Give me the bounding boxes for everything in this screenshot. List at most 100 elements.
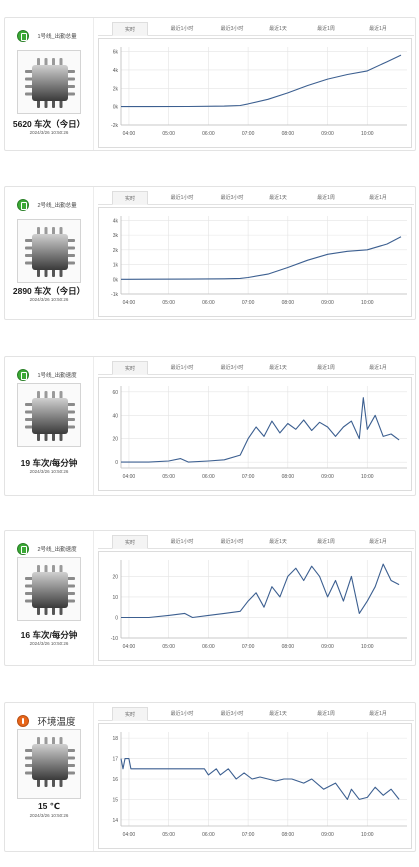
chip-body	[32, 65, 68, 101]
chip-icon	[25, 737, 75, 787]
tab-realtime[interactable]: 实时	[112, 191, 148, 205]
metric-summary: 1号线_出勤总量 5620 车次（今日） 2024/3/26 10:50:26	[5, 18, 93, 150]
chip-pin	[37, 737, 40, 746]
x-tick-label: 04:00	[123, 300, 136, 306]
chip-pin	[52, 606, 55, 615]
chip-body	[32, 234, 68, 270]
line-chart: -1k 0k 1k 2k 3k 4k 04:00 05:00 06:00 07:00 08:00 09…	[98, 207, 412, 317]
tab-range-3[interactable]: 最近1天	[269, 26, 287, 32]
tab-range-2[interactable]: 最近3小时	[220, 539, 244, 545]
x-tick-label: 04:00	[123, 832, 136, 838]
chip-pin	[66, 764, 75, 767]
metric-timestamp: 2024/3/26 10:50:26	[29, 813, 69, 818]
tab-realtime[interactable]: 实时	[112, 535, 148, 549]
metric-panel-2: 2号线_出勤总量 2890 车次（今日） 2024/3/26 10:50:26 …	[4, 186, 416, 320]
x-tick-label: 06:00	[202, 644, 215, 650]
tab-range-4[interactable]: 最近1周	[317, 195, 335, 201]
x-tick-label: 10:00	[361, 832, 374, 838]
chip-pin	[66, 592, 75, 595]
chip-pin	[37, 268, 40, 277]
tab-range-1[interactable]: 最近1小时	[170, 195, 194, 201]
chip-pin	[44, 737, 48, 746]
green-status-icon	[17, 542, 29, 555]
x-tick-label: 08:00	[282, 474, 295, 480]
chip-pin	[52, 778, 55, 787]
chip-pin	[66, 599, 75, 603]
chip-icon-box	[17, 729, 81, 799]
tab-range-4[interactable]: 最近1周	[317, 711, 335, 717]
tab-range-3[interactable]: 最近1天	[269, 539, 287, 545]
series-line	[121, 397, 400, 463]
y-tick-label: 6k	[113, 50, 119, 56]
tab-range-5[interactable]: 最近1月	[369, 195, 387, 201]
tab-range-5[interactable]: 最近1月	[369, 26, 387, 32]
chip-pin	[37, 778, 40, 787]
y-tick-label: 20	[112, 574, 118, 580]
tab-range-2[interactable]: 最近3小时	[220, 26, 244, 32]
chip-pin	[44, 391, 48, 400]
x-tick-label: 05:00	[162, 644, 175, 650]
chip-pin	[59, 227, 63, 236]
chip-pin	[59, 432, 63, 441]
x-tick-label: 05:00	[162, 300, 175, 306]
chip-pin	[66, 85, 75, 88]
line-chart: -2k 0k 2k 4k 6k 04:00 05:00 06:00 07:00 08:00 09:0…	[98, 38, 412, 148]
y-tick-label: 14	[112, 818, 118, 824]
chip-pin	[59, 737, 63, 746]
y-tick-label: 4k	[113, 218, 119, 224]
tab-range-3[interactable]: 最近1天	[269, 195, 287, 201]
metric-title-row: 环境温度	[17, 712, 75, 728]
chip-pin	[66, 749, 75, 752]
chip-pin	[37, 432, 40, 441]
chip-pin	[25, 764, 34, 767]
tab-range-2[interactable]: 最近3小时	[220, 195, 244, 201]
metric-title-row: 2号线_出勤速度	[17, 540, 77, 555]
tab-range-2[interactable]: 最近3小时	[220, 365, 244, 371]
chip-pin	[59, 391, 63, 400]
x-tick-label: 05:00	[162, 474, 175, 480]
tab-realtime[interactable]: 实时	[112, 22, 148, 36]
metric-title: 1号线_出勤总量	[37, 33, 77, 40]
metric-value: 2890 车次（今日）	[12, 286, 86, 296]
chip-pin	[66, 418, 75, 421]
chip-pin	[66, 584, 75, 588]
chip-pin	[66, 254, 75, 257]
line-chart: 0 20 40 60 04:00 05:00 06:00 07:00 08:00 09:00 10:…	[98, 377, 412, 491]
tab-range-4[interactable]: 最近1周	[317, 539, 335, 545]
chart-area: 实时 最近1小时 最近3小时 最近1天 最近1周 最近1月 -10 0 10 20 04:00 05…	[93, 531, 415, 665]
tab-range-1[interactable]: 最近1小时	[170, 711, 194, 717]
x-tick-label: 07:00	[242, 300, 255, 306]
chip-pin	[66, 756, 75, 760]
tab-realtime[interactable]: 实时	[112, 707, 148, 721]
chip-pin	[25, 246, 34, 250]
tab-range-5[interactable]: 最近1月	[369, 365, 387, 371]
tab-range-1[interactable]: 最近1小时	[170, 365, 194, 371]
y-tick-label: 3k	[113, 233, 119, 239]
metric-title: 2号线_出勤速度	[37, 546, 77, 553]
tab-range-2[interactable]: 最近3小时	[220, 711, 244, 717]
chip-pin	[37, 58, 40, 67]
tab-realtime[interactable]: 实时	[112, 361, 148, 375]
y-tick-label: 16	[112, 777, 118, 783]
tab-range-4[interactable]: 最近1周	[317, 365, 335, 371]
tab-range-4[interactable]: 最近1周	[317, 26, 335, 32]
tab-range-5[interactable]: 最近1月	[369, 711, 387, 717]
x-tick-label: 04:00	[123, 131, 136, 137]
chip-pin	[52, 391, 55, 400]
tab-range-1[interactable]: 最近1小时	[170, 26, 194, 32]
time-range-tabs: 实时 最近1小时 最近3小时 最近1天 最近1周 最近1月	[98, 191, 414, 205]
tab-range-1[interactable]: 最近1小时	[170, 539, 194, 545]
tab-range-3[interactable]: 最近1天	[269, 365, 287, 371]
chip-pin	[44, 99, 48, 108]
metric-value: 19 车次/每分钟	[20, 458, 78, 468]
x-tick-label: 07:00	[242, 131, 255, 137]
x-tick-label: 08:00	[282, 300, 295, 306]
chip-pin	[44, 432, 48, 441]
tab-range-5[interactable]: 最近1月	[369, 539, 387, 545]
y-tick-label: -10	[111, 636, 118, 642]
tab-range-3[interactable]: 最近1天	[269, 711, 287, 717]
x-tick-label: 09:00	[321, 300, 334, 306]
green-status-icon	[17, 368, 29, 381]
chip-body	[32, 744, 68, 780]
chip-pin	[25, 592, 34, 595]
